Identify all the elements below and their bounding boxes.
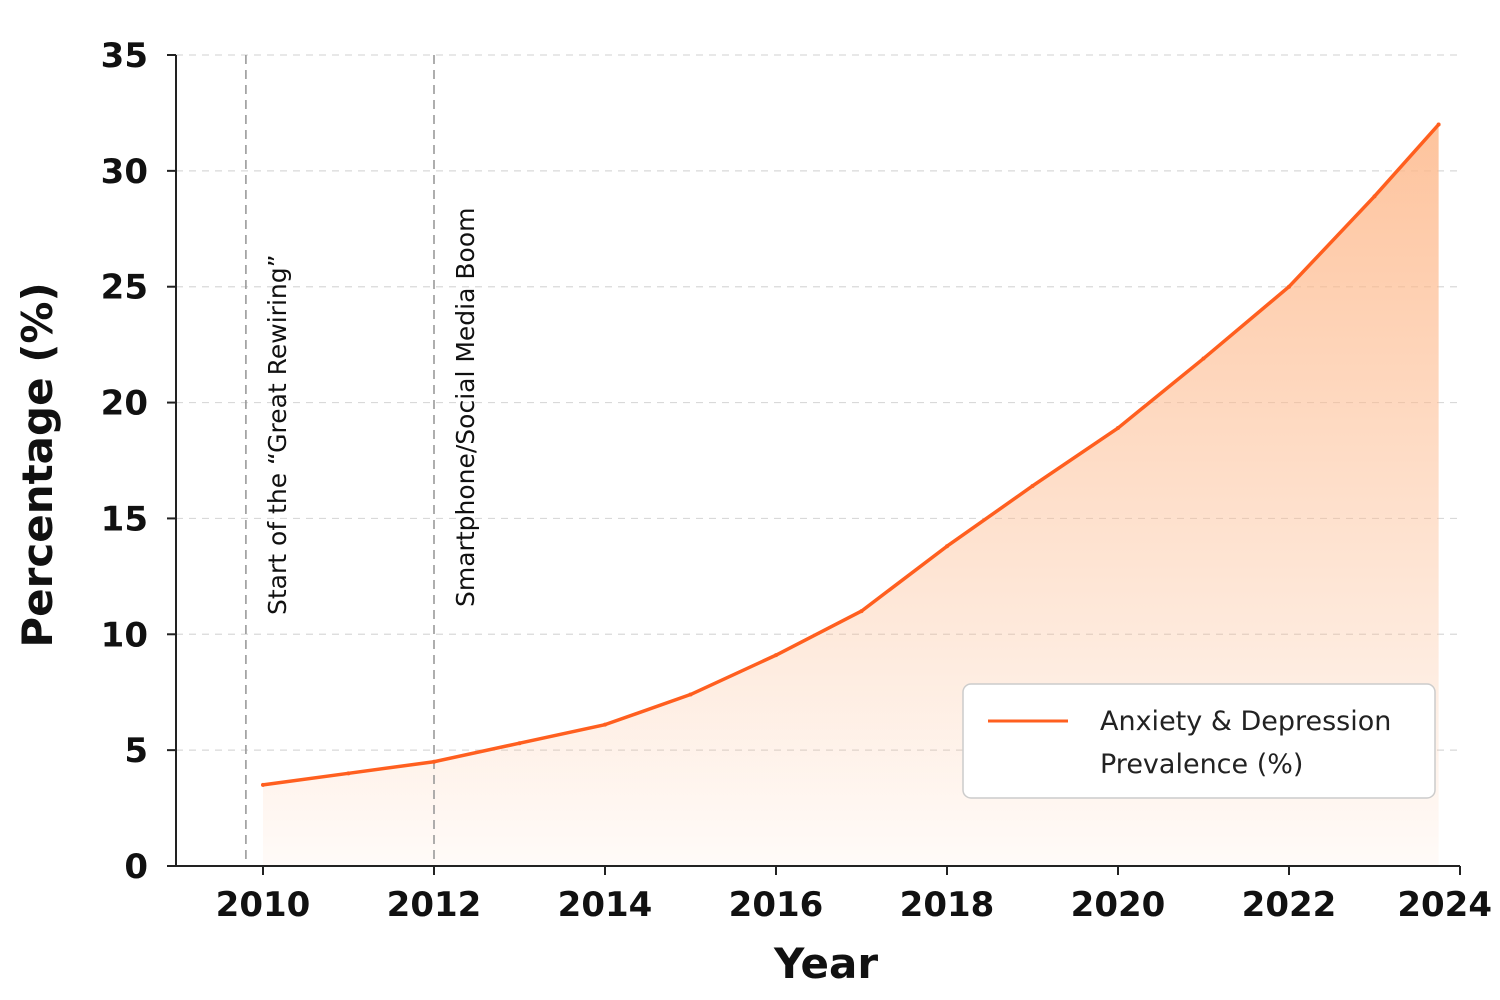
grid-lines — [176, 54, 1460, 751]
area-fill-layer — [263, 124, 1439, 866]
legend-box — [962, 683, 1436, 799]
x-tick-label: 2024 — [1397, 885, 1492, 925]
y-tick-label: 10 — [101, 615, 148, 655]
annotation-label: Start of the “Great Rewiring” — [263, 254, 292, 615]
y-tick-label: 30 — [101, 152, 148, 192]
series-line-layer — [261, 122, 1441, 787]
data-point — [517, 741, 522, 746]
x-axis-title: Year — [773, 939, 878, 988]
legend-label-line2: Prevalence (%) — [1100, 749, 1303, 780]
data-point — [688, 692, 693, 697]
data-point — [603, 722, 607, 727]
data-point — [1201, 356, 1206, 361]
data-point — [1372, 194, 1377, 199]
data-point — [432, 759, 436, 764]
y-axis-title: Percentage (%) — [13, 282, 62, 647]
y-tick-label: 15 — [101, 499, 148, 539]
data-point — [1116, 426, 1120, 431]
x-tick-label: 2016 — [729, 885, 824, 925]
y-tick-label: 25 — [101, 268, 148, 308]
axes: 0 5 10 15 20 25 30 35 2010 2012 2014 2016 2018 2020 20… — [101, 36, 1492, 925]
x-tick-label: 2012 — [387, 885, 482, 925]
data-point — [945, 544, 949, 549]
series-area-fill — [263, 124, 1439, 866]
x-tick-label: 2010 — [216, 885, 311, 925]
data-point — [1436, 122, 1441, 127]
legend: Anxiety & Depression Prevalence (%) — [962, 683, 1436, 799]
y-tick-label: 5 — [124, 731, 148, 771]
x-tick-label: 2018 — [900, 885, 995, 925]
x-tick-label: 2022 — [1242, 885, 1337, 925]
y-tick-label: 20 — [101, 384, 148, 424]
data-point — [1030, 483, 1035, 488]
data-point — [261, 782, 265, 787]
annotations: Start of the “Great Rewiring” Smartphone/… — [245, 55, 480, 866]
y-tick-label: 0 — [124, 847, 148, 887]
data-point — [1287, 284, 1291, 289]
x-tick-label: 2014 — [558, 885, 653, 925]
data-point — [859, 609, 864, 614]
data-point — [774, 653, 778, 658]
y-tick-label: 35 — [101, 36, 148, 76]
x-tick-label: 2020 — [1071, 885, 1166, 925]
data-point — [346, 771, 351, 776]
annotation-label: Smartphone/Social Media Boom — [451, 208, 480, 607]
legend-label-line1: Anxiety & Depression — [1100, 706, 1391, 737]
